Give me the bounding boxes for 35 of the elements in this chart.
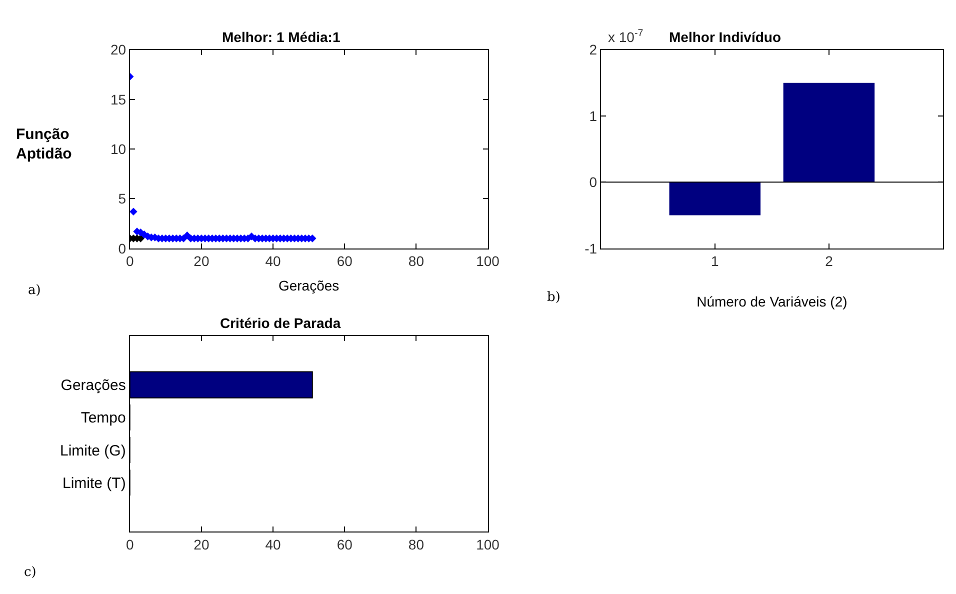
x-tick-label: 40	[265, 536, 282, 552]
y-tick-label: 5	[118, 190, 126, 207]
x-tick-label: 80	[408, 536, 424, 552]
x-axis-title: Número de Variáveis (2)	[696, 293, 848, 310]
x-tick-label: 80	[408, 253, 424, 270]
text: a)	[28, 283, 41, 298]
x-axis-title: Gerações	[278, 277, 340, 294]
text: b)	[547, 290, 560, 305]
x-tick-label: 20	[194, 253, 210, 270]
x-tick-label: 1	[711, 253, 720, 270]
x-tick-label: 2	[825, 253, 834, 270]
y-tick-label: 0	[118, 240, 126, 256]
x-tick-label: 60	[336, 253, 353, 270]
y-tick-label: Gerações	[60, 377, 126, 394]
x-tick-label: 100	[476, 253, 500, 270]
y-tick-label: 2	[589, 42, 598, 58]
y-tick-label: Limite (G)	[60, 442, 126, 460]
y-tick-label: 15	[110, 91, 126, 108]
chart-title: Melhor: 1 Média:1	[222, 29, 340, 45]
y-tick-label: 20	[110, 42, 126, 58]
x-tick-label: 40	[265, 253, 282, 270]
y-axis-title: Função Aptidão	[16, 126, 72, 162]
y-tick-label: Limite (T)	[62, 474, 126, 492]
chart-title: Melhor Indivíduo	[669, 29, 781, 45]
y-tick-label: 1	[589, 108, 598, 124]
y-tick-label: 10	[110, 140, 126, 157]
text: c)	[24, 565, 36, 580]
y-tick-label: -1	[584, 240, 598, 256]
chart-title: Critério de Parada	[220, 315, 341, 331]
x-tick-label: 20	[194, 536, 210, 552]
x-tick-label: 100	[476, 536, 500, 552]
text: x 10$^{-7}$	[608, 28, 644, 45]
y-tick-label: 0	[589, 174, 598, 190]
y-tick-label: Tempo	[80, 410, 126, 427]
x-tick-label: 60	[336, 536, 353, 552]
